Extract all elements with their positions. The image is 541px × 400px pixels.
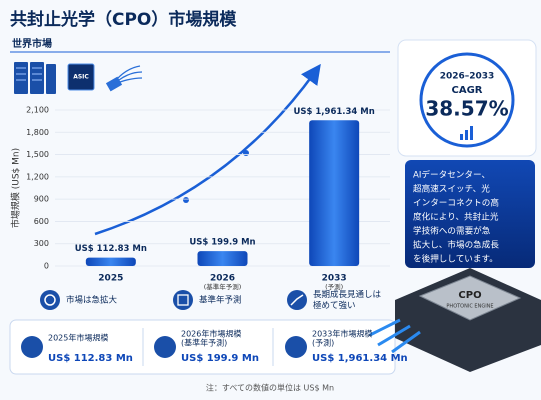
y-tick-label: 1,500 <box>26 150 49 159</box>
description-line: 度化により、共封止光 <box>413 211 499 223</box>
chip-name: CPO <box>458 290 481 301</box>
summary-title: 2033年市場規模 <box>312 329 372 339</box>
chip-sub: PHOTONIC ENGINE <box>446 304 493 310</box>
x-tick-label: 2033 <box>322 274 347 284</box>
summary-value: US$ 112.83 Mn <box>48 353 133 364</box>
server-icon <box>14 62 56 94</box>
y-axis-label: 市場規模 (US$ Mn) <box>10 148 22 228</box>
highlight-text: 極めて強い <box>313 300 356 311</box>
highlight-text: 長期成長見通しは <box>313 289 382 300</box>
cagr-icon <box>460 126 473 140</box>
note: 注：すべての数値の単位は US$ Mn <box>206 383 334 393</box>
description-line: 学技術への需要が急 <box>413 225 491 237</box>
value-label: US$ 199.9 Mn <box>189 238 255 248</box>
description-line: AIデータセンター、 <box>413 169 490 181</box>
description-line: インターコネクトの高 <box>413 197 499 209</box>
asic-icon <box>67 63 95 91</box>
chip-image <box>369 268 541 372</box>
cagr-ring <box>419 52 515 148</box>
y-tick-label: 0 <box>44 262 49 271</box>
highlight-text: 基準年予測 <box>199 295 242 306</box>
highlight-icons <box>40 290 307 310</box>
description-line: 超高速スイッチ、光 <box>413 183 490 195</box>
x-tick-label: 2026 <box>210 274 235 284</box>
y-tick-label: 1,200 <box>26 172 49 181</box>
description-line: 拡大し、市場の急成長 <box>413 239 499 251</box>
summary-value: US$ 199.9 Mn <box>181 353 259 364</box>
description-line: を後押ししています。 <box>413 253 498 265</box>
arrow-dot <box>243 150 249 156</box>
bar <box>309 120 360 266</box>
y-tick-label: 600 <box>34 217 49 226</box>
arrow-dot <box>183 197 189 203</box>
summary-title: (予測) <box>312 338 334 348</box>
cable-icon <box>105 65 143 92</box>
y-tick-label: 2,100 <box>26 106 49 115</box>
cagr-period: 2026–2033 <box>440 72 495 82</box>
x-tick-sublabel: (基準年予測) <box>204 282 242 291</box>
summary-panel <box>9 319 396 375</box>
y-tick-label: 900 <box>34 195 49 204</box>
highlight-text: 市場は急拡大 <box>66 295 118 306</box>
y-tick-label: 300 <box>34 239 49 248</box>
x-tick-label: 2025 <box>98 274 123 284</box>
x-tick-sublabel: (予測) <box>325 282 343 291</box>
bar <box>85 257 136 266</box>
cagr-label: CAGR <box>452 85 483 96</box>
bar <box>197 251 248 266</box>
description-card <box>405 160 535 268</box>
cagr-value: 38.57% <box>425 97 508 121</box>
summary-value: US$ 1,961.34 Mn <box>312 353 408 364</box>
chart-subtitle: 世界市場 <box>12 37 52 50</box>
asic-label: ASIC <box>73 74 89 81</box>
y-tick-label: 1,800 <box>26 128 49 137</box>
summary-title: (基準年予測) <box>181 338 227 348</box>
summary-title: 2025年市場規模 <box>48 333 108 343</box>
summary-title: 2026年市場規模 <box>181 329 241 339</box>
chart-title: 共封止光学（CPO）市場規模 <box>10 9 237 30</box>
summary-icons <box>21 336 307 358</box>
value-label: US$ 112.83 Mn <box>75 244 147 254</box>
value-label: US$ 1,961.34 Mn <box>294 107 375 117</box>
